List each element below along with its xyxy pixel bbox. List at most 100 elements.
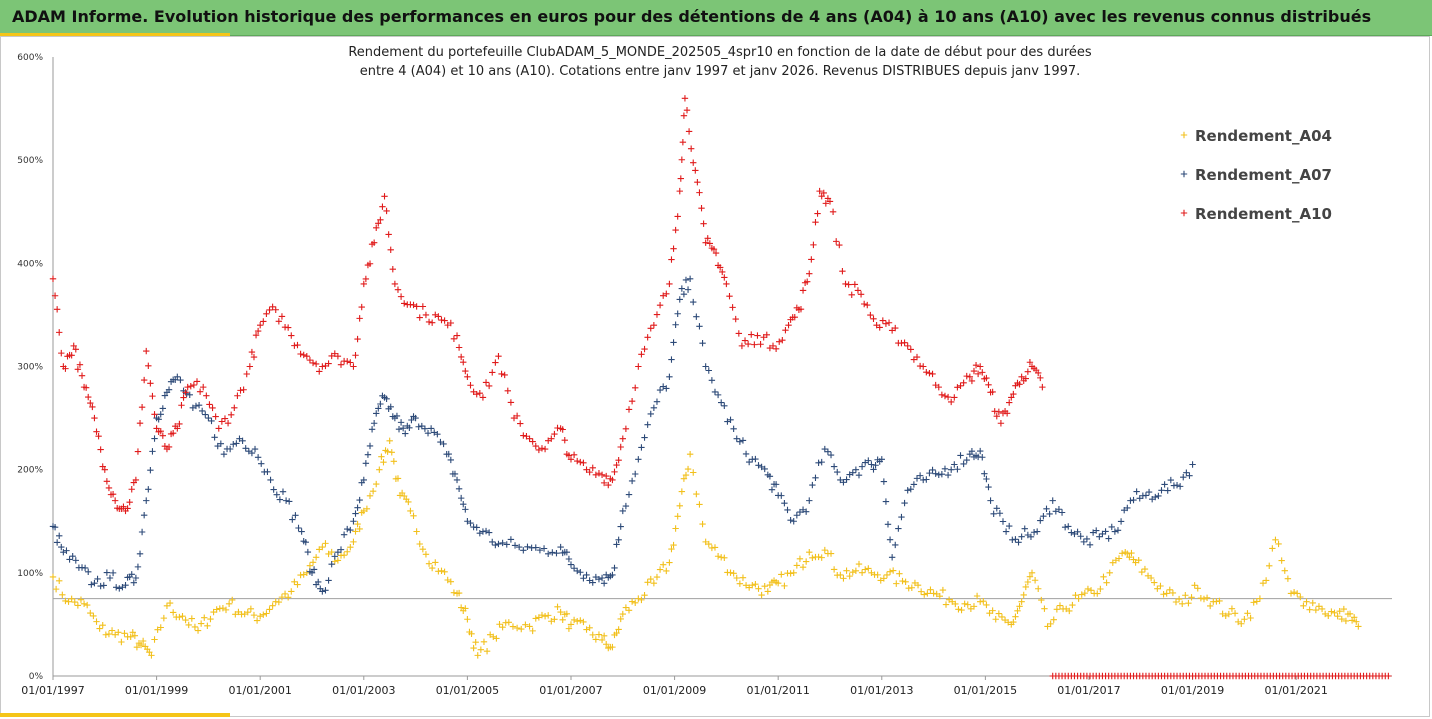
point-Rendement_A07	[379, 392, 386, 400]
point-Rendement_A07	[752, 455, 759, 463]
point-Rendement_A04	[260, 611, 267, 618]
point-Rendement_A04	[131, 632, 139, 639]
point-Rendement_A07	[793, 512, 801, 519]
point-Rendement_A04	[893, 580, 900, 587]
point-Rendement_A04	[592, 636, 600, 643]
point-Rendement_A04	[1259, 580, 1267, 587]
point-Rendement_A10	[485, 382, 493, 390]
point-Rendement_A10	[979, 369, 986, 376]
legend-label-Rendement_A04: Rendement_A04	[1195, 127, 1332, 145]
x-tick-label: 01/01/2021	[1264, 684, 1327, 697]
point-Rendement_A10	[464, 373, 471, 381]
point-Rendement_A04	[886, 568, 894, 575]
point-Rendement_A10	[300, 351, 307, 359]
point-Rendement_A04	[380, 458, 387, 466]
point-Rendement_A10	[74, 366, 82, 373]
point-Rendement_A07	[834, 468, 841, 476]
point-Rendement_A04	[1075, 595, 1082, 602]
point-Rendement_A07	[711, 388, 719, 396]
point-Rendement_A07	[264, 468, 271, 475]
point-Rendement_A07	[116, 585, 123, 592]
point-Rendement_A04	[613, 629, 620, 637]
point-Rendement_A10	[368, 240, 376, 248]
point-Rendement_A07	[208, 417, 215, 425]
point-Rendement_A04	[902, 578, 909, 585]
point-Rendement_A07	[589, 579, 596, 586]
point-Rendement_A10	[638, 351, 645, 358]
point-Rendement_A10	[180, 394, 187, 401]
point-Rendement_A04	[532, 615, 539, 622]
point-Rendement_A04	[846, 572, 853, 580]
point-Rendement_A04	[574, 618, 581, 625]
point-Rendement_A10	[476, 389, 484, 397]
point-Rendement_A07	[352, 510, 359, 517]
point-Rendement_A07	[886, 536, 894, 543]
point-Rendement_A10	[719, 268, 726, 276]
point-Rendement_A07	[165, 386, 173, 393]
point-Rendement_A07	[1058, 509, 1066, 516]
point-Rendement_A07	[622, 502, 630, 510]
point-Rendement_A04	[1154, 585, 1161, 592]
point-Rendement_A10	[337, 361, 345, 368]
point-Rendement_A07	[1108, 523, 1115, 531]
point-Rendement_A10	[432, 311, 439, 318]
point-Rendement_A07	[892, 541, 899, 549]
point-Rendement_A10	[182, 389, 189, 396]
point-Rendement_A04	[1290, 588, 1298, 596]
point-Rendement_A07	[328, 560, 335, 568]
point-Rendement_A04	[855, 560, 863, 568]
point-Rendement_A07	[563, 548, 571, 556]
report-title: ADAM Informe. Evolution historique des p…	[12, 7, 1372, 26]
point-Rendement_A04	[1342, 617, 1350, 625]
point-Rendement_A07	[625, 491, 633, 498]
point-Rendement_A07	[617, 523, 624, 530]
point-Rendement_A04	[1160, 591, 1167, 598]
point-Rendement_A04	[1053, 606, 1061, 613]
point-Rendement_A10	[143, 347, 150, 355]
point-Rendement_A07	[366, 442, 374, 450]
point-Rendement_A04	[1203, 594, 1211, 602]
point-Rendement_A07	[344, 525, 351, 533]
point-Rendement_A04	[1144, 572, 1152, 580]
point-Rendement_A10	[159, 432, 167, 439]
point-Rendement_A10	[668, 256, 675, 263]
point-Rendement_A07	[1167, 476, 1175, 484]
point-Rendement_A07	[656, 386, 664, 394]
point-Rendement_A07	[434, 431, 441, 438]
point-Rendement_A07	[999, 518, 1007, 525]
point-Rendement_A04	[995, 610, 1003, 617]
point-Rendement_A10	[93, 428, 100, 435]
legend-marker-Rendement_A04	[1180, 131, 1188, 139]
point-Rendement_A04	[554, 603, 561, 611]
point-Rendement_A07	[619, 507, 626, 515]
point-Rendement_A10	[735, 330, 743, 337]
point-Rendement_A04	[827, 550, 835, 557]
point-Rendement_A04	[598, 636, 606, 644]
point-Rendement_A04	[758, 591, 765, 599]
point-Rendement_A07	[913, 475, 921, 482]
point-Rendement_A07	[1183, 469, 1190, 476]
point-Rendement_A10	[603, 472, 610, 480]
point-Rendement_A07	[63, 547, 70, 554]
point-Rendement_A07	[926, 469, 933, 477]
point-Rendement_A07	[489, 538, 496, 546]
point-Rendement_A10	[586, 468, 593, 476]
point-Rendement_A04	[1200, 595, 1208, 603]
point-Rendement_A07	[395, 425, 403, 433]
point-Rendement_A07	[186, 391, 193, 399]
point-Rendement_A10	[561, 437, 568, 444]
point-Rendement_A04	[281, 590, 289, 598]
point-Rendement_A07	[399, 424, 407, 432]
point-Rendement_A04	[961, 600, 968, 607]
point-Rendement_A10	[867, 311, 874, 319]
point-Rendement_A10	[149, 392, 156, 400]
point-Rendement_A10	[184, 383, 191, 391]
point-Rendement_A10	[498, 370, 505, 378]
point-Rendement_A10	[1010, 390, 1017, 398]
point-Rendement_A04	[635, 595, 642, 602]
point-Rendement_A07	[672, 321, 679, 328]
point-Rendement_A04	[222, 606, 230, 614]
chart-marks	[49, 95, 1392, 680]
series-Rendement_A04	[49, 437, 1362, 659]
point-Rendement_A04	[1272, 536, 1279, 544]
